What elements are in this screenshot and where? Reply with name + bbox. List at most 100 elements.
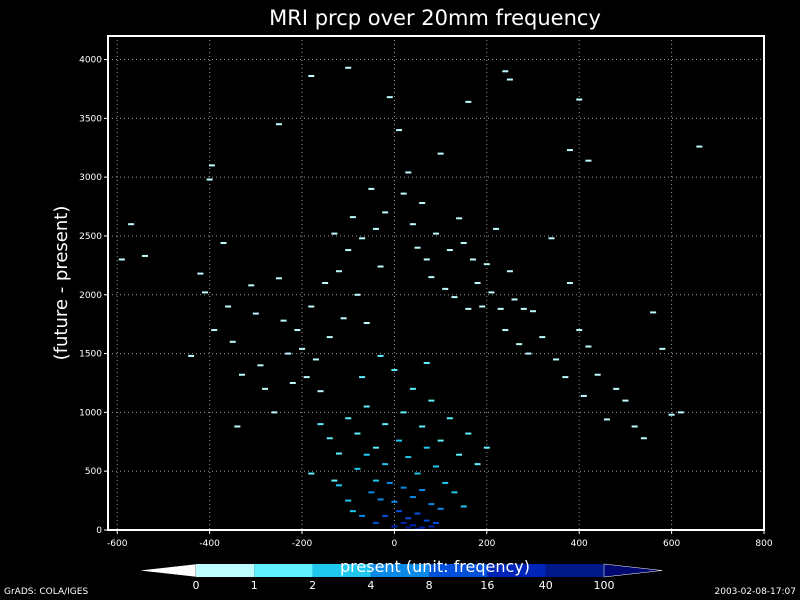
heat-cell: [335, 270, 342, 273]
heat-cell: [419, 526, 426, 529]
heat-cell: [359, 514, 366, 517]
heat-cell: [206, 178, 213, 181]
heat-cell: [349, 510, 356, 513]
heat-cell: [340, 317, 347, 320]
heat-cell: [469, 258, 476, 261]
heat-cell: [419, 425, 426, 428]
heat-cell: [437, 507, 444, 510]
heat-cell: [396, 510, 403, 513]
heat-cell: [548, 237, 555, 240]
data-cells: [118, 66, 703, 530]
heat-cell: [386, 481, 393, 484]
heat-cell: [308, 74, 315, 77]
heat-cell: [391, 369, 398, 372]
heat-cell: [433, 232, 439, 235]
chart-title: MRI prcp over 20mm frequency: [269, 6, 601, 30]
heat-cell: [377, 265, 384, 268]
heat-cell: [409, 387, 416, 390]
colorbar-segment: [370, 564, 430, 577]
heat-cell: [442, 481, 449, 484]
heat-cell: [442, 287, 449, 290]
heat-cell: [382, 211, 389, 214]
x-axis: -600 -400 -200 0 200 400 600 800: [107, 530, 773, 549]
heat-cell: [525, 352, 532, 355]
heat-cell: [303, 376, 310, 379]
heat-cell: [585, 159, 592, 162]
heat-cell: [414, 527, 421, 530]
heat-cell: [428, 276, 435, 279]
heat-cell: [460, 505, 467, 508]
heat-cell: [520, 307, 527, 310]
heat-cell: [396, 439, 403, 442]
heat-cell: [252, 312, 259, 315]
heat-cell: [377, 498, 384, 501]
heat-cell: [640, 437, 647, 440]
heat-cell: [335, 484, 342, 487]
heat-cell: [576, 329, 583, 332]
heat-cell: [479, 305, 486, 308]
software-credit: GrADS: COLA/IGES: [4, 587, 89, 597]
heat-cell: [391, 500, 398, 503]
heat-cell: [400, 411, 407, 414]
heat-cell: [622, 399, 629, 402]
heat-cell: [465, 432, 472, 435]
x-tick-label: 800: [755, 539, 772, 549]
heat-cell: [488, 291, 495, 294]
heat-cell: [423, 519, 430, 522]
heat-cell: [294, 329, 301, 332]
heat-cell: [345, 499, 352, 502]
heat-cell: [312, 358, 319, 361]
heat-cell: [576, 98, 583, 101]
heat-cell: [456, 453, 463, 456]
heat-cell: [197, 272, 204, 275]
heat-cell: [400, 192, 407, 195]
heat-cell: [211, 329, 218, 332]
heat-cell: [400, 521, 407, 524]
heat-cell: [451, 491, 458, 494]
heat-cell: [317, 423, 324, 426]
heat-cell: [326, 437, 333, 440]
heat-cell: [289, 381, 296, 384]
heat-cell: [331, 479, 338, 482]
heat-cell: [317, 390, 324, 393]
heat-cell: [483, 446, 490, 449]
heat-cell: [474, 463, 481, 466]
heat-cell: [465, 307, 472, 310]
heat-cell: [308, 305, 315, 308]
heat-cell: [585, 345, 592, 348]
heat-cell: [428, 503, 435, 506]
heat-cell: [345, 66, 352, 69]
heat-cell: [386, 96, 393, 99]
colorbar: 0 1 2 4 8 16 40 100: [137, 563, 663, 592]
heat-cell: [405, 517, 412, 520]
colorbar-segment: [545, 564, 604, 577]
heat-cell: [474, 282, 481, 284]
heat-cell: [405, 171, 412, 174]
heat-cell: [580, 394, 587, 397]
heat-cell: [363, 453, 370, 456]
x-tick-label: -200: [292, 539, 313, 549]
heat-cell: [516, 343, 523, 346]
heat-cell: [308, 472, 315, 475]
heat-cell: [359, 237, 366, 240]
colorbar-label: 1: [251, 579, 258, 592]
heat-cell: [677, 411, 684, 414]
heat-cell: [465, 100, 472, 103]
y-axis: 0 500 1000 1500 2000 2500 3000 3500 4000: [79, 56, 108, 536]
heat-cell: [419, 202, 426, 205]
y-axis-label: (future - present): [51, 206, 72, 361]
heat-cell: [428, 399, 435, 402]
heat-cell: [225, 305, 232, 308]
heat-cell: [562, 376, 569, 379]
heat-cell: [202, 291, 209, 294]
heat-cell: [613, 387, 620, 390]
heat-cell: [483, 263, 490, 266]
heat-cell: [414, 512, 421, 515]
heat-cell: [331, 232, 338, 235]
heat-cell: [391, 525, 398, 528]
heat-cell: [234, 425, 241, 428]
x-tick-label: 0: [392, 539, 398, 549]
colorbar-label: 100: [594, 579, 615, 592]
heat-cell: [530, 310, 537, 313]
heat-cell: [257, 364, 264, 367]
